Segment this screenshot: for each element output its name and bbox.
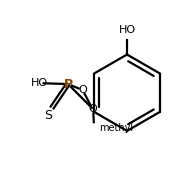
Text: O: O xyxy=(78,85,87,95)
Text: methyl: methyl xyxy=(99,123,133,133)
Text: HO: HO xyxy=(31,78,48,88)
Text: O: O xyxy=(89,104,98,114)
Text: HO: HO xyxy=(118,25,136,34)
Text: P: P xyxy=(63,78,73,90)
Text: S: S xyxy=(44,109,52,122)
